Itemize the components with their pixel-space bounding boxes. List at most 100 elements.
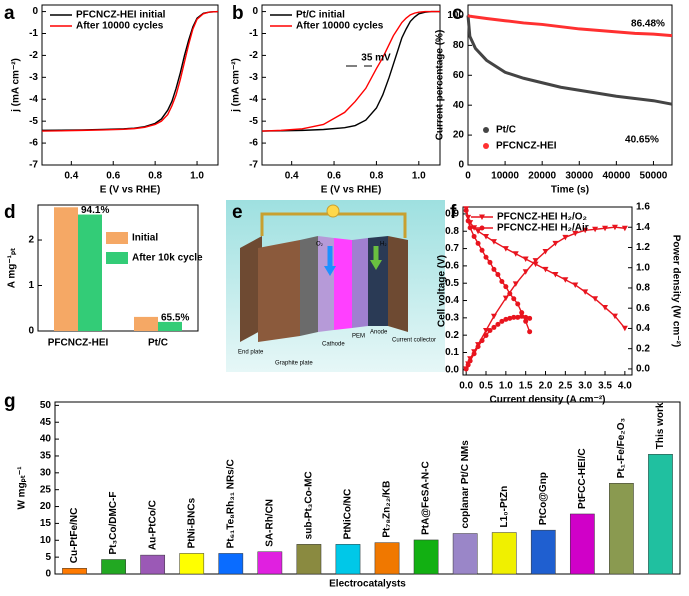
series-line [261,10,440,132]
x-tick-label: PFCNCZ-HEI [48,338,109,349]
marker [621,325,628,332]
annotation: 86.48% [631,19,665,30]
marker [502,295,509,302]
y-tick-label: -7 [249,160,258,171]
plot-frame [261,4,441,166]
marker [611,313,618,320]
marker [542,266,549,273]
y-tick-label: -2 [29,50,38,61]
y-tick-label: 0.3 [445,312,459,323]
marker [602,225,609,232]
y-tick-label: 0.1 [445,347,459,358]
bar [62,568,87,575]
y-axis-label: W mgₚₜ⁻¹ [17,466,28,510]
panel-letter: e [232,202,243,223]
plot-frame [41,4,219,166]
x-tick-label: 3.5 [598,381,612,392]
x-tick-label: 0.6 [106,171,120,182]
bar-label: This work [655,402,666,449]
schematic-label: Current collector [392,338,436,344]
bar [179,553,205,575]
legend-label: Pt/C initial [296,10,345,21]
bar [491,532,517,575]
x-tick-label: 3.0 [578,381,592,392]
marker [483,233,490,240]
marker [499,318,505,324]
panel-letter: f [450,202,457,223]
bar [648,454,673,575]
y2-tick-label: 1.4 [636,222,650,233]
y-axis-label: A mg⁻¹ₚₜ [7,248,18,289]
y-tick-label: 35 [40,451,52,462]
y-tick-label: 0.9 [445,209,459,220]
marker [527,329,533,335]
x-tick-label: 20000 [528,171,556,182]
y-tick-label: -4 [249,94,258,105]
legend-swatch [483,143,489,149]
marker [512,251,519,257]
x-axis-label: Time (s) [551,185,589,196]
series-line [41,10,219,132]
legend-label: PFCNCZ-HEI H₂/Air [497,223,589,234]
y-tick-label: 0.0 [445,364,459,375]
x-tick-label: 0.4 [285,171,299,182]
marker [475,344,481,350]
y2-tick-label: 1.6 [636,202,650,213]
x-tick-label: 0.8 [369,171,383,182]
marker [471,351,477,357]
schematic-label: Cathode [322,342,345,348]
bar-label: PtA@FeSA-N-C [421,461,432,535]
marker [491,266,497,272]
marker [511,314,517,320]
x-tick-label: 40000 [602,171,630,182]
y-axis-label: j (mA cm⁻²) [11,58,22,113]
marker [483,333,489,339]
y-tick-label: -6 [29,138,38,149]
marker [503,284,509,290]
y-tick-label: -5 [29,116,38,127]
bar [374,542,400,575]
legend-label: PFCNCZ-HEI H₂/O₂ [497,212,587,223]
marker [532,258,539,264]
y-tick-label: 1 [28,280,34,291]
y-axis-label: j (mA cm⁻²) [231,58,242,113]
marker [562,277,569,283]
x-tick-label: 50000 [640,171,668,182]
bar-label: Pt₁-Fe/Fe₂O₃ [616,417,627,478]
legend-label: After 10k cycle [132,253,203,264]
graphite-plate-2 [368,236,388,326]
bar [413,539,439,575]
annotation: 40.65% [625,135,659,146]
bar-label: Pt₃Co/DMC-F [108,492,119,555]
marker [523,318,529,324]
current-collector [388,236,408,332]
x-tick-label: 30000 [565,171,593,182]
marker [552,272,559,278]
y-tick-label: -4 [29,94,38,105]
y2-tick-label: 0.4 [636,323,650,334]
series-line [466,15,673,106]
marker [542,249,549,255]
legend-label: Pt/C [496,125,516,136]
x-tick-label: 4.0 [618,381,632,392]
legend-label: After 10000 cycles [296,21,384,32]
y-tick-label: 0 [252,6,258,17]
x-tick-label: 0.5 [479,381,493,392]
panel-letter: b [232,3,244,24]
panel-letter: a [4,3,15,24]
bar [218,553,244,575]
schematic-label: End plate [238,350,264,356]
marker [522,269,529,275]
marker [512,281,519,287]
marker [502,246,509,252]
x-tick-label: 0.4 [64,171,78,182]
y-tick-label: 40 [453,100,465,111]
y-tick-label: 20 [40,501,52,512]
y-tick-label: 100 [447,10,464,21]
marker [467,225,473,231]
series-line [465,226,625,370]
x-tick-label: 2.5 [558,381,572,392]
series-line [467,14,673,38]
bar-label: PtNi-BNCs [186,497,197,548]
y-tick-label: 0 [28,326,34,337]
